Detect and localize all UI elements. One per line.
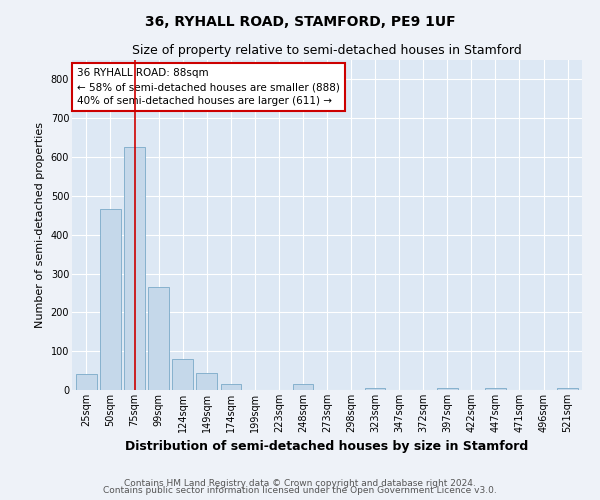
Text: Contains HM Land Registry data © Crown copyright and database right 2024.: Contains HM Land Registry data © Crown c… [124,478,476,488]
Bar [76,374,97,390]
Bar [124,148,145,390]
Title: Size of property relative to semi-detached houses in Stamford: Size of property relative to semi-detach… [132,44,522,58]
Y-axis label: Number of semi-detached properties: Number of semi-detached properties [35,122,45,328]
Bar [196,372,217,390]
Text: 36, RYHALL ROAD, STAMFORD, PE9 1UF: 36, RYHALL ROAD, STAMFORD, PE9 1UF [145,15,455,29]
Text: 36 RYHALL ROAD: 88sqm
← 58% of semi-detached houses are smaller (888)
40% of sem: 36 RYHALL ROAD: 88sqm ← 58% of semi-deta… [77,68,340,106]
Bar [221,384,241,390]
Bar [557,388,578,390]
Bar [365,388,385,390]
Bar [437,388,458,390]
Bar [485,388,506,390]
Bar [293,384,313,390]
Bar [100,210,121,390]
Bar [148,287,169,390]
Bar [172,359,193,390]
X-axis label: Distribution of semi-detached houses by size in Stamford: Distribution of semi-detached houses by … [125,440,529,454]
Text: Contains public sector information licensed under the Open Government Licence v3: Contains public sector information licen… [103,486,497,495]
